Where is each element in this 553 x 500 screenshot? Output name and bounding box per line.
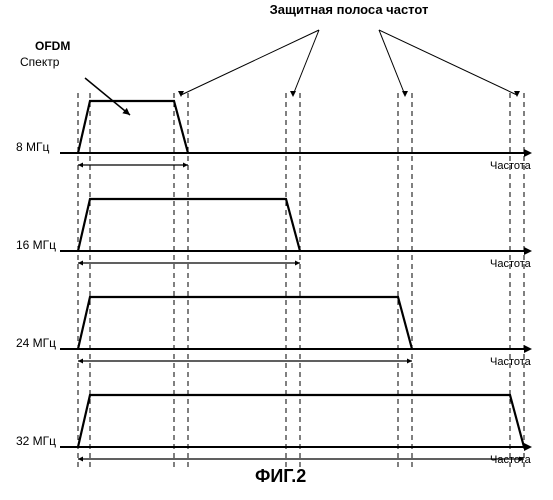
axis-label: Частота <box>490 258 532 270</box>
bandwidth-label: 16 МГц <box>16 238 56 252</box>
ofdm-label: OFDM <box>35 39 70 53</box>
bandwidth-label: 8 МГц <box>16 140 50 154</box>
bandwidth-label: 24 МГц <box>16 336 56 350</box>
axis-label: Частота <box>490 160 532 172</box>
bandwidth-label: 32 МГц <box>16 434 56 448</box>
figure-label: ФИГ.2 <box>255 466 306 486</box>
axis-label: Частота <box>490 454 532 466</box>
guard-band-title: Защитная полоса частот <box>270 2 429 17</box>
spectrum-label: Спектр <box>20 55 60 69</box>
spectrum-diagram: Защитная полоса частот 8 МГц Частота 16 МГц… <box>0 0 553 500</box>
axis-label: Частота <box>490 356 532 368</box>
